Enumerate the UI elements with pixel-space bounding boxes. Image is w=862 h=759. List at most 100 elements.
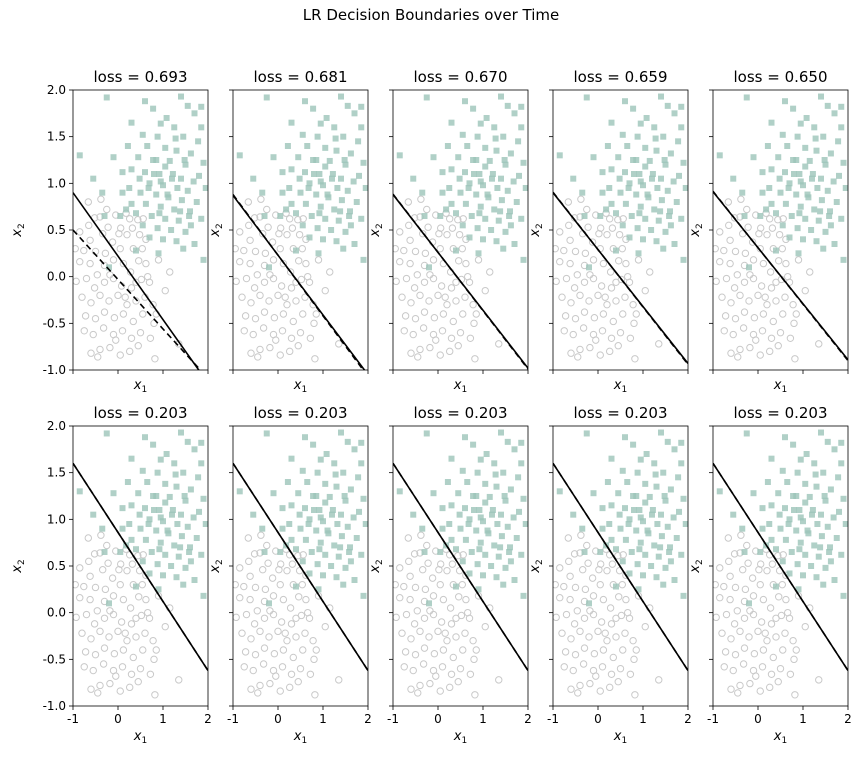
- class0-point: [618, 580, 626, 589]
- class0-point: [614, 342, 622, 350]
- class0-point: [404, 534, 412, 542]
- class0-point: [411, 583, 420, 592]
- class0-point: [100, 614, 109, 622]
- class1-point: [515, 138, 522, 145]
- class0-point: [461, 293, 469, 301]
- class1-point: [164, 191, 171, 198]
- class0-point: [767, 334, 776, 342]
- class0-point: [607, 284, 616, 292]
- class1-point: [626, 234, 633, 241]
- class1-point: [510, 514, 517, 521]
- class0-point: [260, 644, 269, 652]
- class0-point: [80, 663, 88, 671]
- class1-point: [782, 434, 788, 441]
- class1-point: [477, 539, 484, 546]
- class0-point: [112, 672, 120, 680]
- class1-point: [626, 180, 633, 187]
- class0-point: [99, 660, 108, 668]
- class1-point: [673, 535, 680, 541]
- class1-point: [351, 446, 358, 453]
- x-tick-label: -1: [387, 712, 399, 726]
- class0-point: [447, 670, 456, 678]
- class0-point: [151, 691, 159, 699]
- class0-point: [790, 655, 798, 664]
- class1-point: [494, 521, 501, 527]
- class1-point: [462, 98, 468, 105]
- class1-point: [261, 213, 268, 219]
- class0-point: [100, 644, 109, 652]
- class0-point: [767, 670, 776, 678]
- class0-point: [739, 660, 748, 668]
- class0-point: [789, 636, 797, 645]
- class1-point: [169, 175, 175, 182]
- class1-point: [162, 144, 169, 151]
- class0-point: [250, 214, 259, 222]
- class0-point: [772, 278, 780, 286]
- boundary-line-dashed: [73, 229, 202, 370]
- class1-point: [136, 175, 143, 182]
- class1-point: [299, 222, 306, 229]
- class1-point: [171, 206, 178, 213]
- class0-point: [254, 353, 262, 361]
- class1-point: [444, 479, 451, 485]
- class1-point: [793, 527, 800, 534]
- class0-point: [101, 585, 110, 594]
- class1-point: [250, 175, 257, 182]
- class1-point: [842, 521, 848, 527]
- class1-point: [570, 511, 577, 518]
- class0-point: [759, 259, 768, 268]
- class0-point: [598, 663, 607, 671]
- class1-point: [670, 514, 677, 521]
- class0-point: [265, 633, 273, 641]
- class0-point: [401, 648, 410, 656]
- class0-point: [763, 230, 771, 239]
- x-axis-label: x1: [773, 729, 787, 746]
- class1-point: [794, 133, 801, 140]
- class0-point: [275, 566, 283, 574]
- class1-point: [263, 430, 270, 437]
- class0-point: [247, 349, 255, 357]
- class0-point: [396, 564, 404, 572]
- class0-point: [238, 293, 246, 301]
- class1-point: [518, 215, 525, 222]
- class1-point: [790, 441, 797, 448]
- plot-area: [73, 93, 208, 370]
- class0-point: [304, 608, 312, 617]
- class1-point: [103, 430, 110, 437]
- class1-point: [474, 225, 481, 232]
- class1-point: [507, 544, 513, 551]
- class0-point: [452, 278, 460, 286]
- class1-point: [350, 514, 357, 521]
- x-tick-label: 2: [204, 712, 212, 726]
- class0-point: [236, 564, 244, 572]
- class1-point: [178, 93, 184, 100]
- class1-point: [815, 217, 822, 224]
- class0-point: [614, 678, 622, 686]
- class0-point: [556, 564, 564, 572]
- class0-point: [393, 244, 399, 253]
- class0-point: [631, 691, 639, 699]
- class0-point: [606, 347, 614, 356]
- class0-point: [779, 215, 787, 223]
- class1-point: [126, 185, 133, 191]
- class1-point: [236, 488, 243, 495]
- class0-point: [414, 689, 422, 697]
- class0-point: [612, 633, 620, 641]
- class0-point: [429, 256, 438, 264]
- class0-point: [763, 566, 771, 575]
- class0-point: [720, 582, 728, 591]
- class1-point: [317, 203, 324, 210]
- class1-point: [356, 508, 362, 515]
- class1-point: [184, 523, 191, 530]
- class0-point: [769, 317, 777, 326]
- class1-point: [462, 169, 468, 176]
- class1-point: [196, 508, 202, 515]
- class1-point: [297, 525, 304, 532]
- class0-point: [93, 271, 102, 279]
- class0-point: [727, 299, 735, 307]
- class0-point: [279, 259, 288, 268]
- class1-point: [818, 533, 825, 540]
- class1-point: [827, 544, 833, 551]
- class1-point: [153, 157, 160, 163]
